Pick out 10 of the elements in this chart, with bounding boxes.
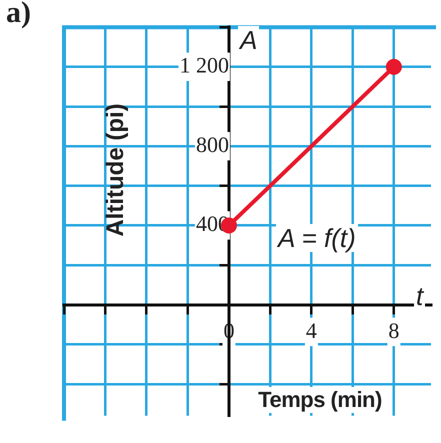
y-tick-label: 800 xyxy=(196,132,229,157)
annotation: t xyxy=(414,281,426,311)
annotation: A = f(t) xyxy=(276,223,358,253)
x-tick-label: 8 xyxy=(388,318,400,343)
x-tick-label: 4 xyxy=(306,318,317,343)
annotation: A xyxy=(238,25,260,55)
y-tick-label: 1 200 xyxy=(179,52,229,78)
x-axis-title: Temps (min) xyxy=(256,387,384,413)
y-axis-title: Altitude (pi) xyxy=(102,103,130,237)
chart-title: a) xyxy=(6,0,31,30)
